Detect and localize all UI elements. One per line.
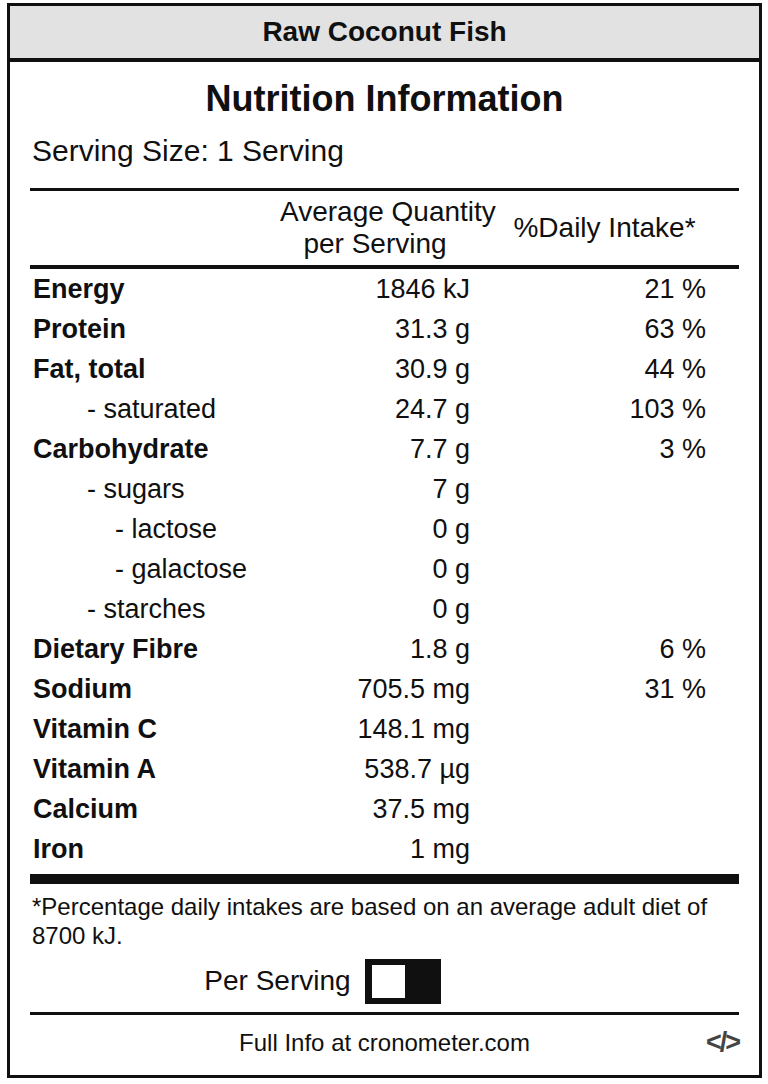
- column-header-quantity-line1: Average Quantity: [280, 196, 496, 227]
- nutrient-quantity: 0 g: [280, 554, 470, 585]
- footer-row: Full Info at cronometer.com </>: [30, 1029, 739, 1057]
- table-row: Iron 1 mg: [30, 829, 739, 869]
- nutrient-name: - galactose: [30, 554, 280, 585]
- nutrient-daily-intake: 3 %: [470, 434, 739, 465]
- nutrient-name: Protein: [30, 314, 280, 345]
- table-row: - starches 0 g: [30, 589, 739, 629]
- per-serving-label: Per Serving: [204, 965, 350, 997]
- per-serving-toggle[interactable]: [365, 959, 441, 1004]
- nutrition-label-card: Raw Coconut Fish Nutrition Information S…: [7, 3, 762, 1078]
- full-info-link[interactable]: Full Info at cronometer.com: [239, 1029, 530, 1056]
- nutrient-quantity: 705.5 mg: [280, 674, 470, 705]
- table-row: Calcium 37.5 mg: [30, 789, 739, 829]
- table-row: Vitamin A 538.7 µg: [30, 749, 739, 789]
- serving-size-text: Serving Size: 1 Serving: [30, 134, 739, 168]
- nutrient-quantity: 31.3 g: [280, 314, 470, 345]
- nutrient-quantity: 24.7 g: [280, 394, 470, 425]
- nutrient-daily-intake: 44 %: [470, 354, 739, 385]
- nutrient-daily-intake: 6 %: [470, 634, 739, 665]
- nutrient-name: Vitamin A: [30, 754, 280, 785]
- per-serving-toggle-row: Per Serving: [7, 958, 677, 1004]
- column-header-quantity-line2: per Serving: [303, 228, 446, 259]
- table-bottom-bar: [30, 874, 739, 884]
- embed-code-icon[interactable]: </>: [706, 1027, 739, 1058]
- nutrition-information-title: Nutrition Information: [30, 78, 739, 120]
- nutrient-name: Energy: [30, 274, 280, 305]
- table-row: Dietary Fibre 1.8 g 6 %: [30, 629, 739, 669]
- table-row: Sodium 705.5 mg 31 %: [30, 669, 739, 709]
- nutrient-quantity: 538.7 µg: [280, 754, 470, 785]
- nutrient-quantity: 0 g: [280, 594, 470, 625]
- table-row: - galactose 0 g: [30, 549, 739, 589]
- nutrient-name: Carbohydrate: [30, 434, 280, 465]
- table-row: Carbohydrate 7.7 g 3 %: [30, 429, 739, 469]
- nutrient-name: Calcium: [30, 794, 280, 825]
- nutrient-daily-intake: 63 %: [470, 314, 739, 345]
- titlebar: Raw Coconut Fish: [10, 6, 759, 62]
- table-row: - sugars 7 g: [30, 469, 739, 509]
- nutrient-quantity: 37.5 mg: [280, 794, 470, 825]
- nutrient-quantity: 1.8 g: [280, 634, 470, 665]
- food-title: Raw Coconut Fish: [262, 16, 506, 48]
- table-header-row: Average Quantity per Serving %Daily Inta…: [30, 188, 739, 269]
- nutrient-quantity: 0 g: [280, 514, 470, 545]
- table-row: Energy 1846 kJ 21 %: [30, 269, 739, 309]
- nutrient-name: Vitamin C: [30, 714, 280, 745]
- nutrient-quantity: 7.7 g: [280, 434, 470, 465]
- label-content: Nutrition Information Serving Size: 1 Se…: [10, 78, 759, 1057]
- nutrient-quantity: 30.9 g: [280, 354, 470, 385]
- nutrient-name: Iron: [30, 834, 280, 865]
- nutrient-name: - saturated: [30, 394, 280, 425]
- nutrient-name: - lactose: [30, 514, 280, 545]
- nutrient-name: Fat, total: [30, 354, 280, 385]
- table-row: Protein 31.3 g 63 %: [30, 309, 739, 349]
- nutrient-quantity: 148.1 mg: [280, 714, 470, 745]
- nutrient-name: Dietary Fibre: [30, 634, 280, 665]
- nutrient-daily-intake: 31 %: [470, 674, 739, 705]
- nutrient-daily-intake: 103 %: [470, 394, 739, 425]
- table-row: Fat, total 30.9 g 44 %: [30, 349, 739, 389]
- nutrient-quantity: 1846 kJ: [280, 274, 470, 305]
- nutrient-quantity: 7 g: [280, 474, 470, 505]
- nutrient-name: - starches: [30, 594, 280, 625]
- toggle-knob: [372, 965, 405, 998]
- table-row: Vitamin C 148.1 mg: [30, 709, 739, 749]
- daily-intake-footnote: *Percentage daily intakes are based on a…: [30, 892, 739, 950]
- table-row: - lactose 0 g: [30, 509, 739, 549]
- nutrient-daily-intake: 21 %: [470, 274, 739, 305]
- footer-divider: [30, 1012, 739, 1015]
- nutrient-name: Sodium: [30, 674, 280, 705]
- nutrient-quantity: 1 mg: [280, 834, 470, 865]
- column-header-daily-intake: %Daily Intake*: [470, 212, 739, 244]
- table-row: - saturated 24.7 g 103 %: [30, 389, 739, 429]
- column-header-quantity: Average Quantity per Serving: [280, 196, 470, 260]
- nutrient-name: - sugars: [30, 474, 280, 505]
